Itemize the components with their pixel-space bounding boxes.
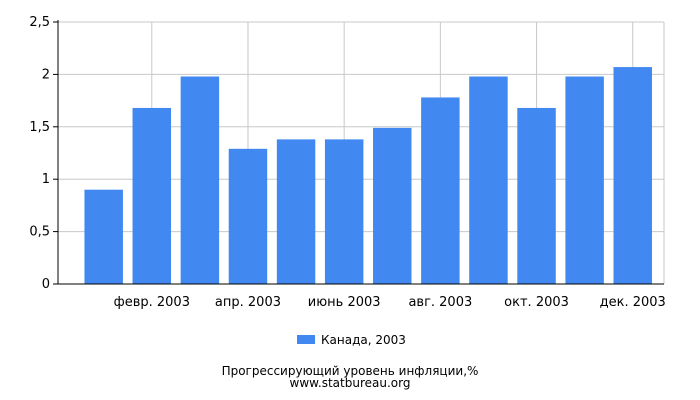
bar: [276, 139, 316, 284]
source-url: www.statbureau.org: [290, 376, 411, 390]
bar: [565, 76, 604, 284]
y-tick-label: 1,5: [29, 120, 50, 135]
bar: [132, 107, 172, 284]
x-tick-label: окт. 2003: [504, 295, 569, 310]
legend-label: Канада, 2003: [321, 333, 406, 347]
x-tick-labels: февр. 2003 апр. 2003 июнь 2003 авг. 2003 окт…: [114, 295, 666, 310]
bar: [517, 107, 556, 284]
bar: [228, 148, 268, 284]
bar: [469, 76, 508, 284]
bar: [373, 127, 412, 285]
y-tick-label: 0: [42, 277, 50, 292]
x-tick-label: июнь 2003: [308, 295, 381, 310]
legend: Канада, 2003: [297, 333, 406, 347]
x-tick-label: авг. 2003: [408, 295, 472, 310]
chart-caption: Прогрессирующий уровень инфляции,%: [222, 364, 479, 378]
bar: [324, 139, 364, 284]
x-tick-label: февр. 2003: [114, 295, 190, 310]
bar: [421, 97, 460, 285]
y-tick-label: 2,5: [29, 15, 50, 30]
bar: [84, 189, 123, 284]
bar: [180, 76, 220, 284]
x-tick-label: дек. 2003: [600, 295, 666, 310]
y-tick-labels: 0 0,5 1 1,5 2 2,5: [29, 15, 58, 292]
axes: [53, 20, 664, 285]
y-tick-label: 1: [42, 172, 50, 187]
bars: [84, 67, 652, 285]
y-tick-label: 2: [42, 67, 50, 82]
legend-swatch: [297, 335, 315, 344]
y-tick-label: 0,5: [29, 225, 50, 240]
x-tick-label: апр. 2003: [215, 295, 281, 310]
bar: [613, 67, 652, 285]
